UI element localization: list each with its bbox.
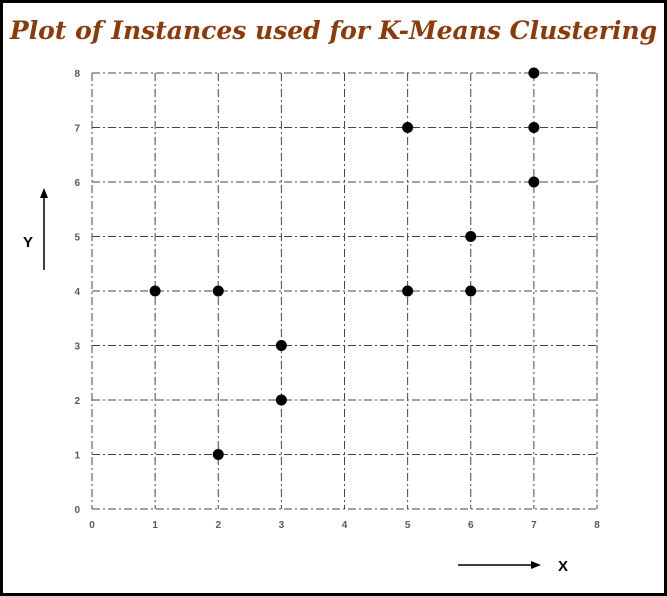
data-point: [528, 122, 540, 133]
data-point: [212, 285, 224, 297]
x-axis-label: X: [558, 558, 568, 575]
x-tick-label: 4: [342, 520, 348, 531]
data-point: [465, 285, 477, 297]
y-tick-label: 5: [74, 233, 80, 244]
y-tick-label: 3: [74, 342, 80, 353]
x-tick-label: 0: [89, 520, 95, 531]
y-tick-label: 4: [74, 287, 80, 298]
tick-labels: 0 1 2 3 4 5 6 7 8 0 1 2 3 4 5 6 7 8: [74, 69, 600, 531]
y-tick-label: 2: [74, 396, 80, 407]
data-point: [465, 231, 477, 242]
data-point: [212, 449, 224, 460]
x-tick-label: 5: [405, 520, 411, 531]
y-tick-label: 8: [74, 69, 80, 80]
y-tick-label: 0: [74, 505, 80, 516]
y-axis-label: Y: [23, 234, 33, 251]
data-point: [275, 394, 287, 406]
x-tick-label: 1: [152, 520, 158, 531]
data-point: [528, 176, 540, 188]
x-tick-label: 2: [215, 520, 221, 531]
data-point: [275, 340, 287, 351]
data-point: [402, 122, 414, 133]
data-point: [149, 285, 161, 297]
chart-title: Plot of Instances used for K-Means Clust…: [9, 16, 658, 45]
data-point: [528, 67, 540, 79]
data-point: [402, 285, 414, 297]
x-tick-label: 6: [468, 520, 474, 531]
y-tick-label: 6: [74, 178, 80, 189]
y-tick-label: 1: [74, 451, 80, 462]
data-points: [149, 67, 540, 460]
x-tick-label: 8: [594, 520, 600, 531]
x-tick-label: 7: [531, 520, 537, 531]
x-tick-label: 3: [279, 520, 285, 531]
y-arrow-icon: [40, 188, 48, 198]
x-arrow-icon: [531, 561, 541, 569]
y-tick-label: 7: [74, 124, 80, 135]
grid-lines: [91, 72, 598, 510]
